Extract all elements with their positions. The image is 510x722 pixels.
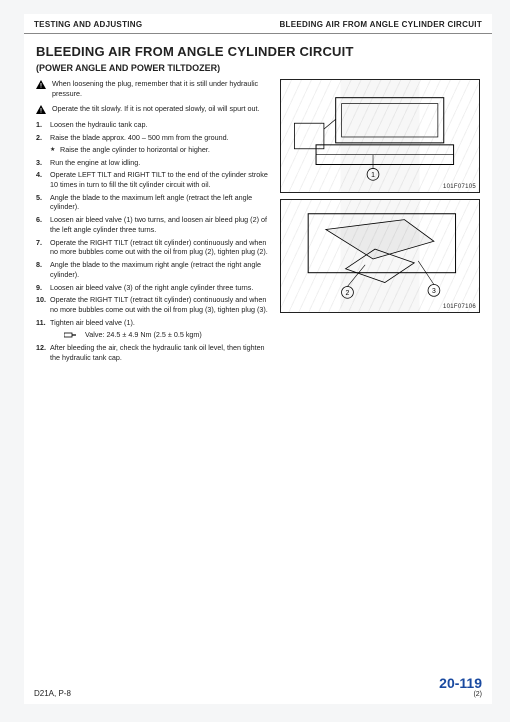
footer-page: 20-119 (2): [439, 675, 482, 698]
figure-2: 2 3 101F07106: [280, 199, 480, 313]
text-column: ! When loosening the plug, remember that…: [36, 79, 272, 366]
figure-id: 101F07106: [443, 304, 476, 310]
footer-model: D21A, P-8: [34, 689, 71, 698]
warning-text: Operate the tilt slowly. If it is not op…: [52, 104, 259, 114]
step: Tighten air bleed valve (1). Valve: 24.5…: [36, 318, 272, 340]
step-text: Loosen air bleed valve (3) of the right …: [50, 283, 253, 292]
step: Loosen air bleed valve (1) two turns, an…: [36, 215, 272, 234]
step: Angle the blade to the maximum right ang…: [36, 260, 272, 279]
content: BLEEDING AIR FROM ANGLE CYLINDER CIRCUIT…: [24, 34, 492, 366]
figure-drawing: 2 3: [281, 200, 479, 312]
step-text: Angle the blade to the maximum left angl…: [50, 193, 252, 212]
page-header: TESTING AND ADJUSTING BLEEDING AIR FROM …: [24, 14, 492, 34]
svg-text:2: 2: [346, 290, 350, 297]
warning-icon: !: [36, 80, 46, 89]
step: Raise the blade approx. 400 – 500 mm fro…: [36, 133, 272, 154]
step-text: Run the engine at low idling.: [50, 158, 140, 167]
step-text: After bleeding the air, check the hydrau…: [50, 343, 265, 362]
two-column-layout: ! When loosening the plug, remember that…: [36, 79, 480, 366]
step: Operate LEFT TILT and RIGHT TILT to the …: [36, 170, 272, 189]
step: Operate the RIGHT TILT (retract tilt cyl…: [36, 295, 272, 314]
step: Operate the RIGHT TILT (retract tilt cyl…: [36, 238, 272, 257]
warning-2: ! Operate the tilt slowly. If it is not …: [36, 104, 272, 114]
svg-text:1: 1: [371, 172, 375, 179]
step-text: Operate the RIGHT TILT (retract tilt cyl…: [50, 238, 268, 257]
svg-text:3: 3: [432, 288, 436, 295]
step: Loosen the hydraulic tank cap.: [36, 120, 272, 130]
step-text: Loosen the hydraulic tank cap.: [50, 120, 148, 129]
torque-note: Valve: 24.5 ± 4.9 Nm (2.5 ± 0.5 kgm): [64, 330, 272, 340]
figure-id: 101F07105: [443, 184, 476, 190]
step-text: Operate the RIGHT TILT (retract tilt cyl…: [50, 295, 268, 314]
svg-text:!: !: [40, 84, 42, 89]
step-note: Raise the angle cylinder to horizontal o…: [50, 145, 272, 155]
torque-icon: [64, 331, 76, 339]
figure-1: 1 101F07105: [280, 79, 480, 193]
step-text: Angle the blade to the maximum right ang…: [50, 260, 261, 279]
page-sub: (2): [439, 691, 482, 698]
svg-text:!: !: [40, 109, 42, 114]
page-subtitle: (POWER ANGLE AND POWER TILTDOZER): [36, 63, 480, 73]
step: Angle the blade to the maximum left angl…: [36, 193, 272, 212]
figure-column: 1 101F07105 2 3: [280, 79, 480, 366]
procedure-list: Loosen the hydraulic tank cap. Raise the…: [36, 120, 272, 362]
warning-text: When loosening the plug, remember that i…: [52, 79, 272, 98]
figure-drawing: 1: [281, 80, 479, 192]
step: Run the engine at low idling.: [36, 158, 272, 168]
step-text: Operate LEFT TILT and RIGHT TILT to the …: [50, 170, 268, 189]
header-right: BLEEDING AIR FROM ANGLE CYLINDER CIRCUIT: [279, 20, 482, 29]
page-number: 20-119: [439, 675, 482, 691]
page-title: BLEEDING AIR FROM ANGLE CYLINDER CIRCUIT: [36, 44, 480, 59]
header-left: TESTING AND ADJUSTING: [34, 20, 142, 29]
warning-icon: !: [36, 105, 46, 114]
step-text: Tighten air bleed valve (1).: [50, 318, 135, 327]
page-footer: D21A, P-8 20-119 (2): [34, 675, 482, 698]
step: After bleeding the air, check the hydrau…: [36, 343, 272, 362]
step-text: Loosen air bleed valve (1) two turns, an…: [50, 215, 267, 234]
warning-1: ! When loosening the plug, remember that…: [36, 79, 272, 98]
step-text: Raise the blade approx. 400 – 500 mm fro…: [50, 133, 229, 142]
torque-value: Valve: 24.5 ± 4.9 Nm (2.5 ± 0.5 kgm): [85, 330, 202, 340]
step: Loosen air bleed valve (3) of the right …: [36, 283, 272, 293]
page: TESTING AND ADJUSTING BLEEDING AIR FROM …: [24, 14, 492, 704]
